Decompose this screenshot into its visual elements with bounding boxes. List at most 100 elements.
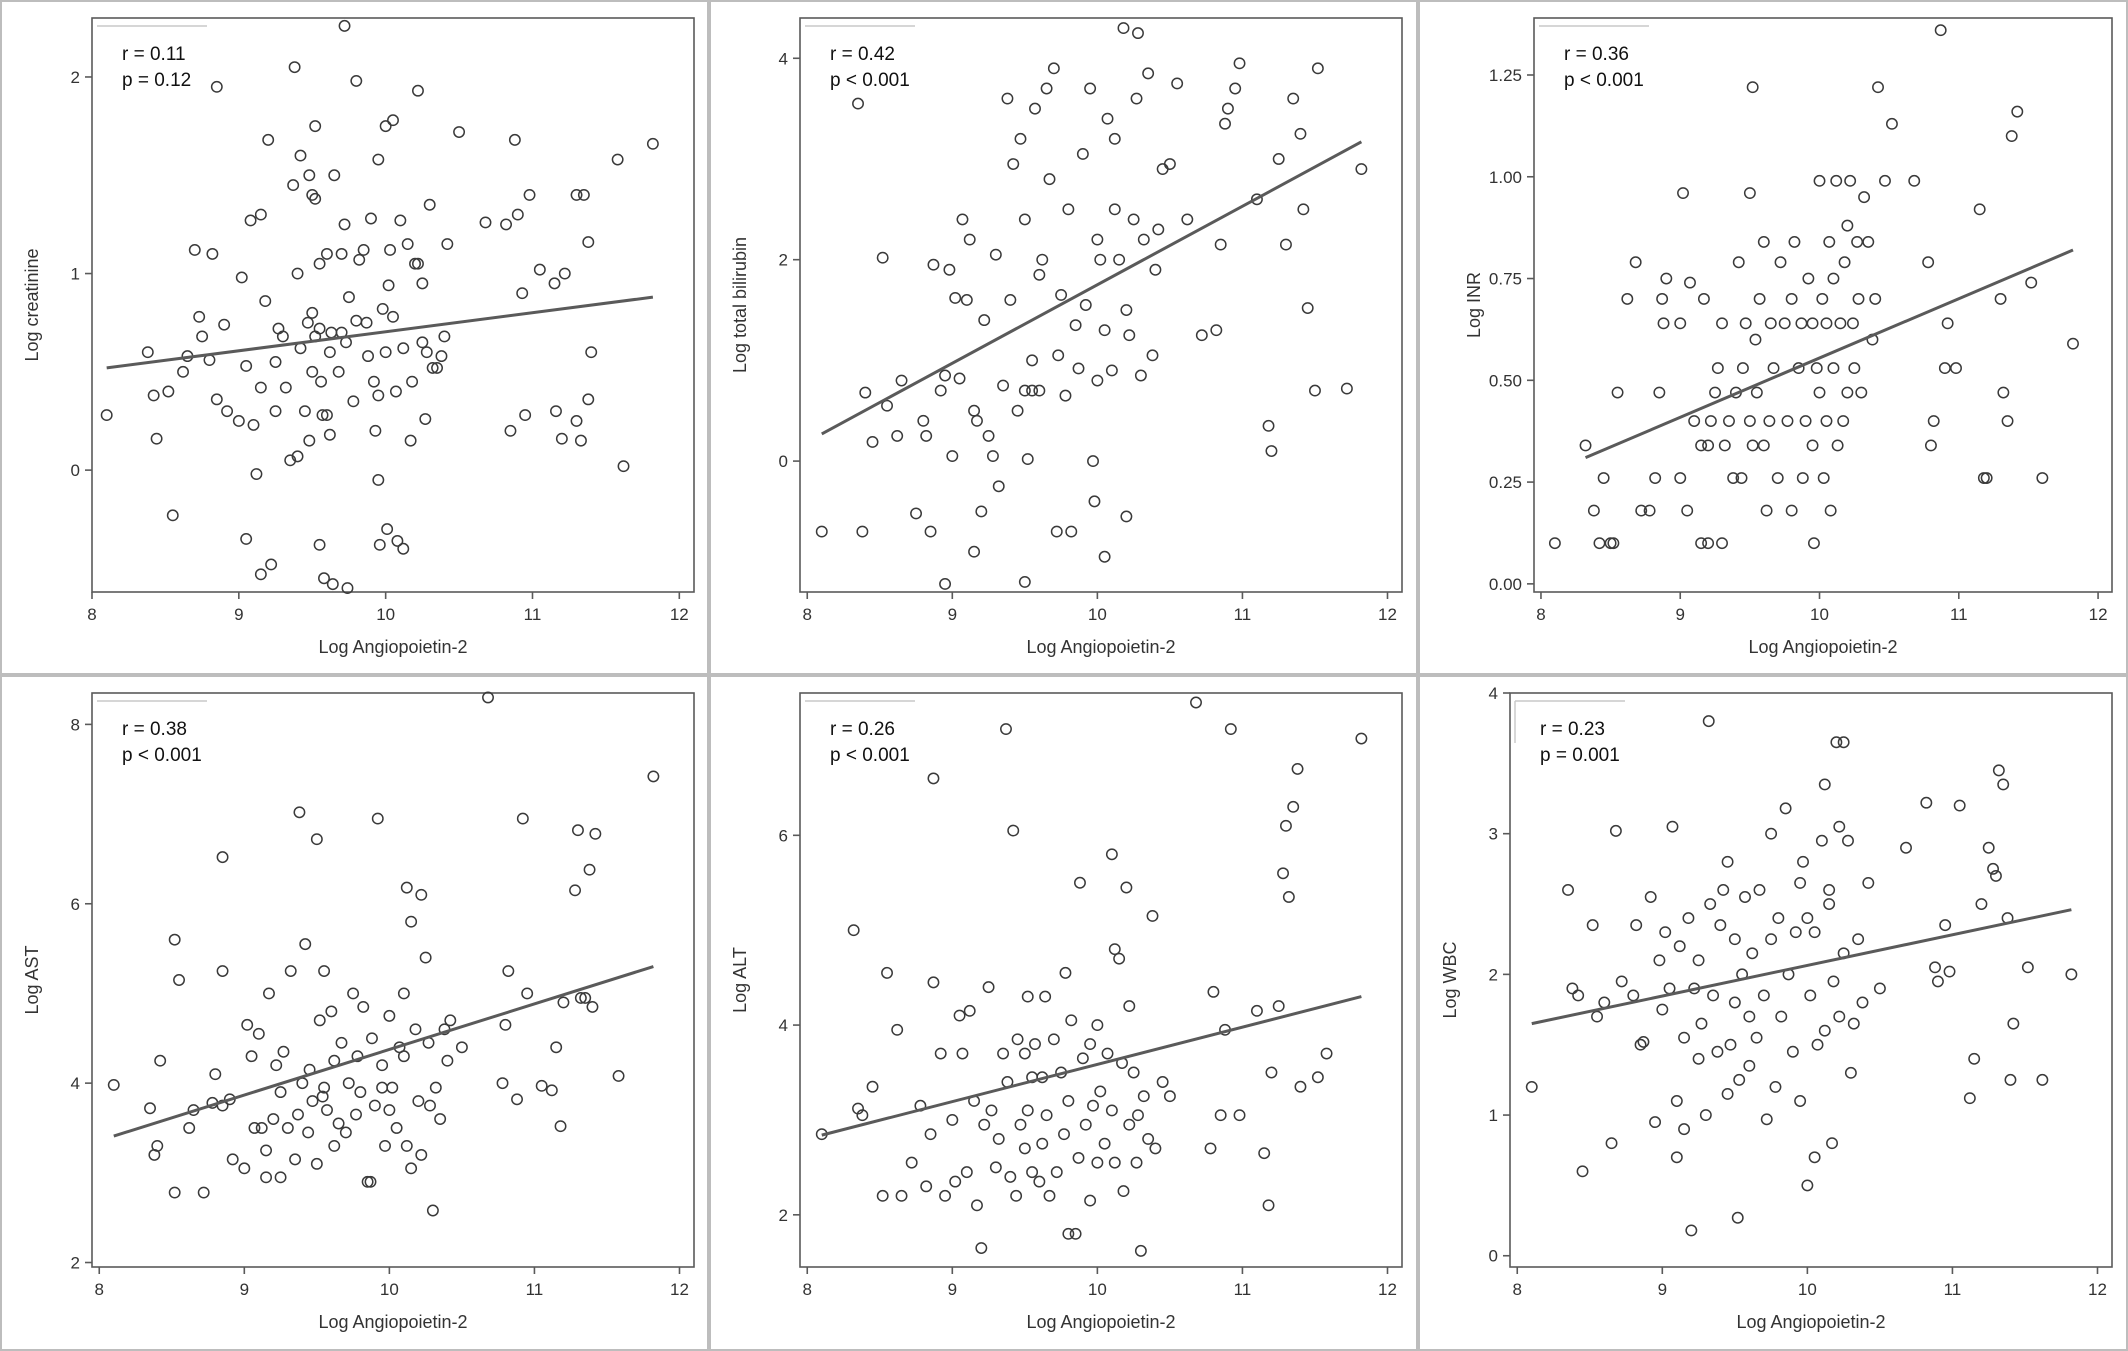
data-point — [1036, 253, 1049, 266]
data-point — [310, 833, 323, 846]
data-point — [354, 1086, 367, 1099]
data-point — [1723, 415, 1735, 427]
correlation-r-label: r = 0.38 — [122, 719, 187, 740]
data-point — [1931, 975, 1944, 988]
data-point — [390, 1122, 403, 1134]
data-point — [1120, 304, 1133, 316]
p-value-label: p = 0.12 — [122, 70, 191, 91]
data-point — [545, 1084, 558, 1097]
data-point — [188, 244, 201, 256]
x-axis-label: Log Angiopoietin-2 — [318, 637, 467, 657]
data-point — [1069, 319, 1082, 332]
panel-border — [0, 675, 709, 1351]
data-point — [318, 965, 331, 977]
y-tick-label: 0 — [71, 461, 80, 480]
data-point — [1838, 256, 1851, 269]
y-axis-label: Log AST — [22, 945, 42, 1014]
data-point — [441, 238, 454, 251]
data-point — [2067, 337, 2079, 350]
data-point — [328, 169, 341, 182]
data-point — [504, 424, 517, 437]
data-point — [1021, 1104, 1034, 1117]
data-point — [1123, 329, 1136, 342]
x-tick-label: 9 — [1676, 605, 1685, 624]
data-point — [248, 1122, 261, 1134]
data-point — [373, 538, 386, 551]
data-point — [939, 577, 952, 590]
data-point — [2065, 968, 2078, 981]
data-point — [1171, 77, 1184, 90]
data-point — [309, 192, 322, 205]
data-point — [612, 1070, 625, 1082]
data-point — [2036, 1073, 2049, 1086]
data-point — [881, 966, 893, 979]
data-point — [1123, 1000, 1136, 1013]
data-point — [197, 1186, 210, 1199]
data-point — [1635, 504, 1648, 517]
data-point — [1001, 92, 1014, 105]
data-point — [1806, 439, 1819, 452]
data-point — [1004, 1170, 1017, 1183]
data-point — [927, 258, 940, 271]
x-tick-label: 11 — [1234, 605, 1252, 624]
data-point — [1772, 912, 1785, 925]
data-point — [435, 350, 448, 363]
data-point — [1950, 362, 1962, 375]
data-point — [516, 287, 529, 300]
data-point — [1098, 1137, 1111, 1150]
data-point — [1927, 415, 1940, 427]
data-point — [347, 987, 360, 1000]
data-point — [1074, 876, 1086, 889]
data-point — [321, 1104, 333, 1116]
data-point — [287, 179, 300, 192]
data-point — [1163, 158, 1176, 170]
correlation-r-label: r = 0.42 — [830, 44, 895, 65]
data-point — [519, 409, 532, 422]
data-point — [320, 409, 333, 422]
data-point — [920, 429, 933, 442]
data-point — [1975, 898, 1988, 910]
data-point — [141, 346, 154, 359]
data-point — [1934, 24, 1947, 37]
data-point — [277, 1045, 290, 1058]
data-point — [1702, 439, 1715, 452]
data-point — [978, 1118, 991, 1131]
plot-area — [799, 17, 1403, 593]
data-point — [1572, 989, 1585, 1002]
data-point — [1156, 1076, 1169, 1088]
data-point — [1739, 891, 1751, 903]
data-point — [1704, 898, 1717, 910]
y-tick-label: 8 — [71, 715, 80, 734]
data-point — [2004, 1073, 2017, 1086]
y-tick-label: 2 — [1489, 965, 1498, 984]
data-point — [1072, 1151, 1085, 1164]
x-tick-label: 11 — [1944, 1280, 1962, 1299]
data-point — [368, 1099, 381, 1112]
data-point — [107, 1078, 120, 1091]
data-point — [1297, 203, 1310, 216]
data-point — [409, 1023, 422, 1036]
data-point — [1091, 1156, 1104, 1169]
data-point — [1059, 389, 1072, 402]
data-point — [1029, 102, 1041, 115]
data-point — [1801, 1179, 1814, 1192]
x-axis-label: Log Angiopoietin-2 — [318, 1312, 467, 1332]
data-point — [1036, 1137, 1049, 1150]
data-point — [910, 507, 922, 520]
x-tick-label: 10 — [380, 1280, 399, 1299]
data-point — [1250, 193, 1263, 206]
regression-line — [106, 295, 654, 370]
data-point — [1823, 235, 1836, 248]
panel-border — [0, 0, 709, 675]
x-tick-label: 10 — [1088, 605, 1107, 624]
plot-area — [1509, 692, 2113, 1268]
x-tick-label: 11 — [1950, 605, 1968, 624]
data-point — [259, 295, 272, 308]
data-point — [1098, 324, 1111, 337]
data-point — [555, 432, 568, 445]
data-point — [558, 267, 571, 280]
data-point — [1855, 386, 1868, 399]
data-point — [1355, 732, 1368, 745]
data-point — [1108, 1156, 1121, 1169]
